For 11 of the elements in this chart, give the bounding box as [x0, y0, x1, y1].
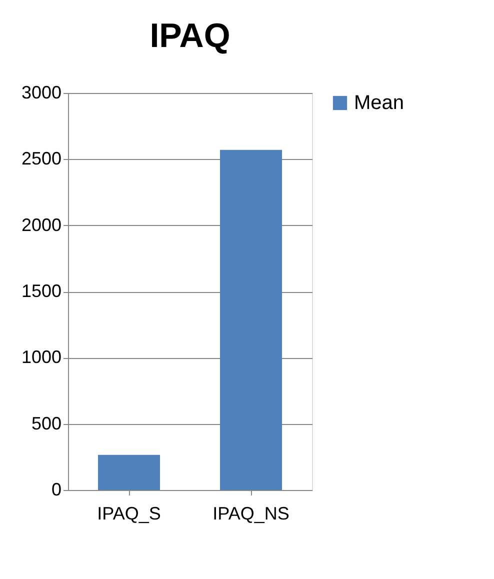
- x-tick-label: IPAQ_NS: [212, 504, 290, 524]
- y-tick-label: 2000: [21, 214, 62, 235]
- legend-label: Mean: [354, 92, 404, 114]
- x-tick-label: IPAQ_S: [97, 504, 161, 524]
- y-tick-label: 0: [51, 480, 62, 500]
- y-tick-label: 3000: [21, 82, 62, 102]
- y-tick-label: 1000: [21, 347, 62, 368]
- chart-title: IPAQ: [150, 17, 230, 55]
- y-tick-label: 500: [31, 413, 62, 434]
- y-tick-label: 1500: [21, 281, 62, 301]
- y-tick-label: 2500: [21, 148, 62, 169]
